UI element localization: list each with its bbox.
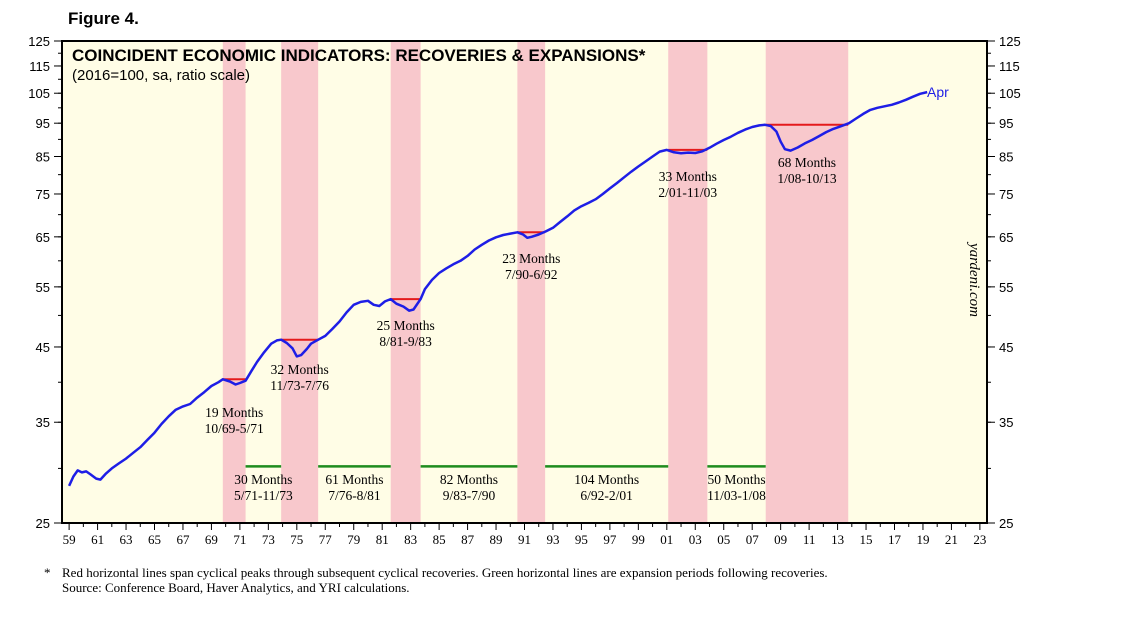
recession-months-label-1: 19 Months [205,405,263,420]
recession-dates-label-2: 11/73-7/76 [270,378,329,393]
recession-months-label-3: 25 Months [377,318,435,333]
y-tick-label-left: 25 [36,516,50,531]
y-tick-label-left: 75 [36,187,50,202]
y-tick-label-left: 105 [28,86,50,101]
recession-months-label-2: 32 Months [271,362,329,377]
recession-band-1 [222,41,246,523]
x-tick-label: 87 [461,532,475,547]
x-tick-label: 97 [603,532,617,547]
recession-band-4 [517,41,546,523]
expansion-dates-label-2: 7/76-8/81 [328,488,381,503]
x-tick-label: 61 [91,532,104,547]
x-tick-label: 09 [774,532,787,547]
recession-band-5 [668,41,708,523]
recession-dates-label-4: 7/90-6/92 [505,267,558,282]
x-tick-label: 69 [205,532,218,547]
x-tick-label: 89 [490,532,503,547]
y-tick-label-left: 85 [36,149,50,164]
x-tick-label: 11 [803,532,816,547]
plot-frame [61,40,988,524]
y-tick-label-right: 65 [999,230,1013,245]
figure-label: Figure 4. [68,9,139,28]
cei-series-line [67,90,928,487]
x-tick-label: 19 [916,532,929,547]
y-tick-label-right: 125 [999,34,1021,49]
y-tick-label-left: 95 [36,116,50,131]
expansion-dates-label-4: 6/92-2/01 [580,488,633,503]
y-tick-label-left: 115 [29,59,50,74]
recession-months-label-5: 33 Months [659,169,717,184]
y-tick-label-right: 75 [999,187,1013,202]
series-end-label: Apr [927,84,949,100]
y-tick-label-right: 45 [999,340,1013,355]
x-tick-label: 63 [120,532,133,547]
expansion-dates-label-1: 5/71-11/73 [234,488,293,503]
x-tick-label: 77 [319,532,333,547]
x-tick-label: 67 [176,532,190,547]
x-tick-label: 05 [717,532,730,547]
x-tick-label: 99 [632,532,645,547]
footnote-text-1: Red horizontal lines span cyclical peaks… [62,565,828,580]
footnote-line-1: * Red horizontal lines span cyclical peak… [44,565,828,581]
expansion-months-label-4: 104 Months [574,472,639,487]
x-tick-label: 95 [575,532,588,547]
x-tick-label: 93 [546,532,559,547]
x-tick-label: 73 [262,532,275,547]
x-tick-label: 21 [945,532,958,547]
x-tick-label: 15 [860,532,873,547]
chart-title: COINCIDENT ECONOMIC INDICATORS: RECOVERI… [72,46,646,65]
expansion-dates-label-5: 11/03-1/08 [707,488,766,503]
x-tick-label: 71 [233,532,246,547]
recession-band-3 [390,41,421,523]
recession-dates-label-5: 2/01-11/03 [658,185,717,200]
expansion-months-label-5: 50 Months [707,472,765,487]
x-tick-label: 59 [63,532,76,547]
x-tick-label: 01 [660,532,673,547]
x-tick-label: 81 [376,532,389,547]
x-tick-label: 07 [746,532,760,547]
footnote-star: * [44,565,51,580]
y-tick-label-left: 55 [36,280,50,295]
recession-band-2 [281,41,319,523]
y-tick-label-left: 35 [36,415,50,430]
x-tick-label: 17 [888,532,902,547]
y-tick-label-left: 65 [36,230,50,245]
recession-months-label-6: 68 Months [778,155,836,170]
expansion-months-label-1: 30 Months [234,472,292,487]
recession-dates-label-3: 8/81-9/83 [379,334,432,349]
x-tick-label: 75 [290,532,303,547]
x-tick-label: 65 [148,532,161,547]
y-tick-label-right: 115 [999,59,1020,74]
x-tick-label: 85 [433,532,446,547]
x-tick-label: 03 [689,532,702,547]
y-tick-label-right: 25 [999,516,1013,531]
recession-band-6 [765,41,849,523]
footnote-source: Source: Conference Board, Haver Analytic… [62,580,410,595]
chart-subtitle: (2016=100, sa, ratio scale) [72,67,250,84]
y-tick-label-right: 55 [999,280,1013,295]
expansion-months-label-2: 61 Months [325,472,383,487]
recession-dates-label-1: 10/69-5/71 [205,421,264,436]
x-tick-label: 91 [518,532,531,547]
y-tick-label-right: 95 [999,116,1013,131]
y-tick-label-left: 125 [28,34,50,49]
recession-dates-label-6: 1/08-10/13 [777,171,836,186]
y-tick-label-right: 35 [999,415,1013,430]
watermark: yardeni.com [966,241,982,317]
recession-months-label-4: 23 Months [502,251,560,266]
y-tick-label-right: 105 [999,86,1021,101]
y-tick-label-right: 85 [999,149,1013,164]
expansion-dates-label-3: 9/83-7/90 [443,488,496,503]
x-tick-label: 79 [347,532,360,547]
x-tick-label: 23 [973,532,986,547]
y-tick-label-left: 45 [36,340,50,355]
expansion-months-label-3: 82 Months [440,472,498,487]
x-tick-label: 83 [404,532,417,547]
x-tick-label: 13 [831,532,844,547]
